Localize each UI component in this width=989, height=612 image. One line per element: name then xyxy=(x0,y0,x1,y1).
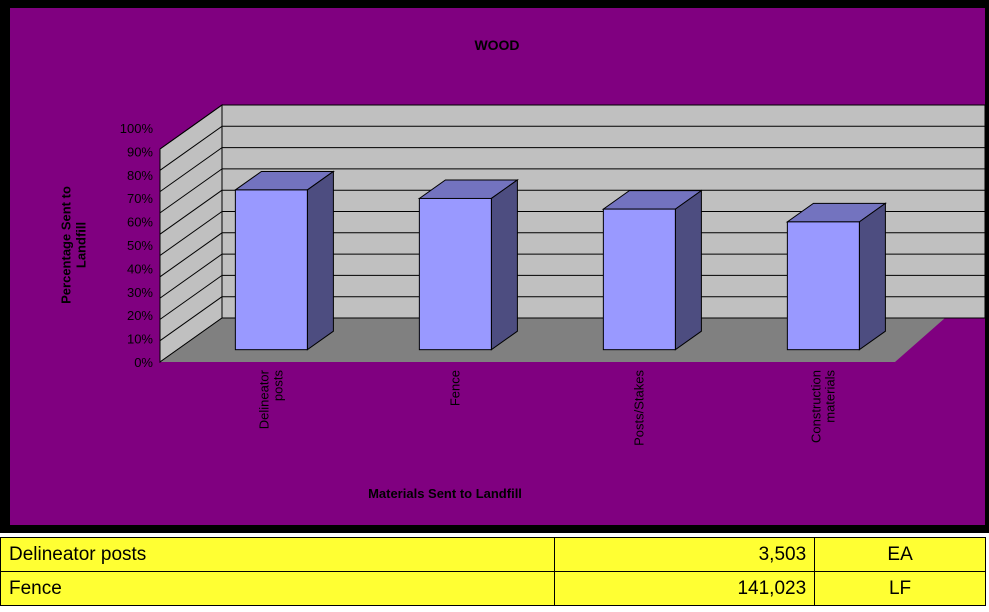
x-tick-label: Constructionmaterials xyxy=(808,370,837,443)
table-row: Delineator posts 3,503 EA xyxy=(0,537,986,572)
bar xyxy=(786,221,860,351)
grid-line xyxy=(159,274,223,320)
grid-line xyxy=(159,211,223,256)
table-row: Fence 141,023 LF xyxy=(0,571,986,606)
y-tick-label: 10% xyxy=(127,332,153,347)
x-axis-title: Materials Sent to Landfill xyxy=(368,486,522,501)
grid-line xyxy=(159,296,223,342)
bar-side xyxy=(674,189,702,351)
floor xyxy=(160,318,945,362)
table-cell: EA xyxy=(814,537,986,572)
y-tick-label: 30% xyxy=(127,285,153,300)
grid-line xyxy=(159,168,223,214)
y-tick-label: 0% xyxy=(134,355,153,370)
grid-line xyxy=(159,189,223,235)
x-tick-label: Fence xyxy=(447,370,462,406)
table-cell: Delineator posts xyxy=(0,537,556,572)
y-tick-label: 40% xyxy=(127,261,153,276)
table-cell: 141,023 xyxy=(554,571,816,606)
y-tick-label: 60% xyxy=(127,215,153,230)
y-tick-label: 70% xyxy=(127,191,153,206)
bar xyxy=(418,197,492,351)
bar-side xyxy=(858,202,886,351)
y-tick-label: 50% xyxy=(127,238,153,253)
y-tick-label: 100% xyxy=(120,121,154,136)
y-tick-label: 80% xyxy=(127,168,153,183)
x-tick-label: Delineatorposts xyxy=(256,369,285,429)
grid-line xyxy=(159,232,223,278)
grid-line xyxy=(159,104,223,150)
bar xyxy=(234,189,308,351)
grid-line xyxy=(159,125,223,171)
table-cell: LF xyxy=(814,571,986,606)
y-tick-label: 90% xyxy=(127,144,153,159)
chart: WOOD Materials Sent to Landfill 0% 10% 20%… xyxy=(0,0,989,533)
bar-side xyxy=(306,170,334,351)
x-tick-label: Posts/Stakes xyxy=(631,370,646,446)
y-tick-label: 20% xyxy=(127,308,153,323)
data-table: Delineator posts 3,503 EA Fence 141,023 LF xyxy=(0,537,986,606)
grid-line xyxy=(159,253,223,299)
bar xyxy=(602,208,676,351)
table-cell: Fence xyxy=(0,571,556,606)
grid-line xyxy=(159,317,223,363)
grid-line xyxy=(159,147,223,193)
bar-side xyxy=(490,179,518,351)
table-cell: 3,503 xyxy=(554,537,816,572)
chart-title: WOOD xyxy=(474,37,519,53)
y-axis-title: Percentage Sent toLandfill xyxy=(59,186,89,304)
